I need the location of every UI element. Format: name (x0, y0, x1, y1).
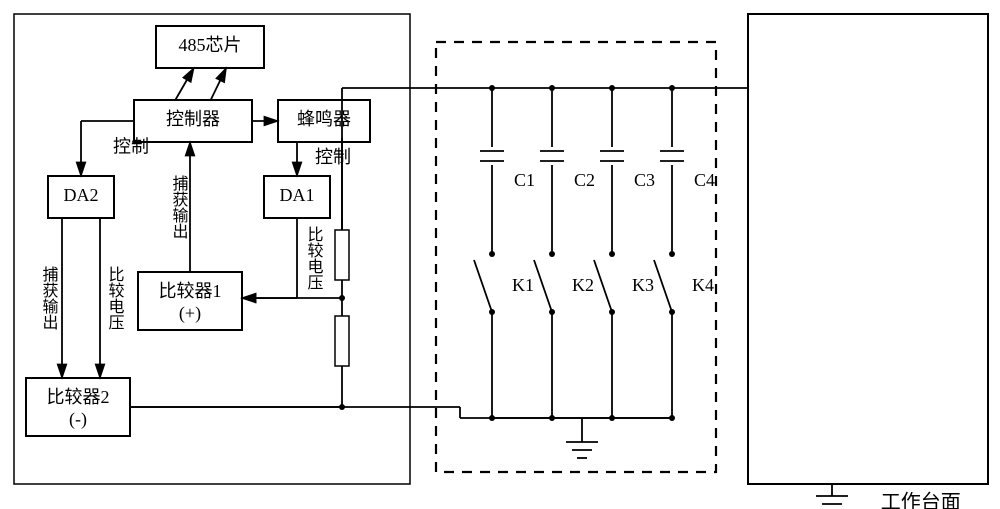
svg-text:工作台面: 工作台面 (881, 491, 961, 509)
svg-text:K3: K3 (632, 275, 654, 295)
svg-text:K1: K1 (512, 275, 534, 295)
svg-text:控制器: 控制器 (166, 109, 220, 129)
svg-text:(+): (+) (179, 303, 201, 324)
svg-text:K2: K2 (572, 275, 594, 295)
svg-text:比较器1: 比较器1 (159, 281, 222, 301)
svg-text:控制: 控制 (113, 137, 149, 157)
svg-text:(-): (-) (69, 409, 87, 430)
svg-text:K4: K4 (692, 275, 714, 295)
svg-text:C3: C3 (634, 170, 655, 190)
svg-text:捕获输出: 捕获输出 (40, 266, 59, 330)
svg-text:DA1: DA1 (280, 185, 315, 205)
svg-text:DA2: DA2 (64, 185, 99, 205)
svg-text:485芯片: 485芯片 (179, 35, 242, 55)
svg-text:比较电压: 比较电压 (305, 226, 324, 290)
svg-text:比较电压: 比较电压 (106, 266, 125, 330)
svg-text:C1: C1 (514, 170, 535, 190)
svg-text:控制: 控制 (315, 147, 351, 167)
svg-text:C4: C4 (694, 170, 715, 190)
svg-text:C2: C2 (574, 170, 595, 190)
svg-text:捕获输出: 捕获输出 (170, 175, 189, 239)
svg-text:比较器2: 比较器2 (47, 387, 110, 407)
